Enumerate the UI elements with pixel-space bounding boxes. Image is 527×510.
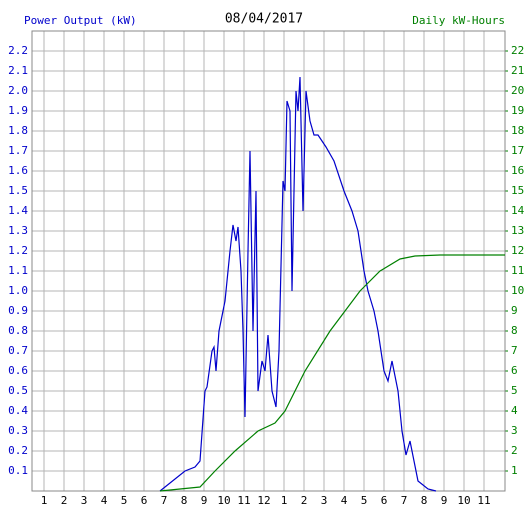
x-tick-label: 6 — [141, 494, 148, 507]
y-tick-label: 1.2 — [8, 244, 28, 257]
y2-tick-label: 2 — [511, 444, 518, 457]
x-tick-label: 6 — [381, 494, 388, 507]
y-tick-label: 0.2 — [8, 444, 28, 457]
x-tick-label: 3 — [81, 494, 88, 507]
y2-tick-label: 1 — [511, 464, 518, 477]
x-tick-label: 9 — [201, 494, 208, 507]
series-line — [159, 254, 505, 492]
y2-tick-label: 11 — [511, 264, 524, 277]
x-tick-label: 2 — [301, 494, 308, 507]
y-tick-label: 2.2 — [8, 44, 28, 57]
x-tick-label: 8 — [181, 494, 188, 507]
y-tick-label: 0.8 — [8, 324, 28, 337]
x-tick-label: 7 — [161, 494, 168, 507]
y-tick-label: 0.1 — [8, 464, 28, 477]
y2-tick-label: 21 — [511, 64, 524, 77]
y-tick-label: 2.1 — [8, 64, 28, 77]
y2-tick-label: 17 — [511, 144, 524, 157]
y-tick-label: 1.7 — [8, 144, 28, 157]
x-tick-label: 8 — [421, 494, 428, 507]
x-tick-label: 4 — [341, 494, 348, 507]
y2-tick-label: 18 — [511, 124, 524, 137]
x-tick-label: 10 — [457, 494, 470, 507]
y2-axis-title: Daily kW-Hours — [412, 14, 505, 27]
y-tick-label: 1.0 — [8, 284, 28, 297]
y2-tick-label: 5 — [511, 384, 518, 397]
series-line — [159, 76, 437, 492]
x-tick-label: 2 — [61, 494, 68, 507]
y2-tick-label: 9 — [511, 304, 518, 317]
x-tick-label: 1 — [281, 494, 288, 507]
y2-tick-label: 8 — [511, 324, 518, 337]
y-tick-label: 1.6 — [8, 164, 28, 177]
y2-tick-label: 20 — [511, 84, 524, 97]
y2-tick-label: 4 — [511, 404, 518, 417]
y-tick-label: 1.3 — [8, 224, 28, 237]
y2-tick-label: 19 — [511, 104, 524, 117]
y2-tick-label: 12 — [511, 244, 524, 257]
y2-tick-label: 14 — [511, 204, 525, 217]
y-tick-label: 0.3 — [8, 424, 28, 437]
y-tick-label: 0.9 — [8, 304, 28, 317]
y-axis-title: Power Output (kW) — [24, 14, 137, 27]
x-tick-label: 10 — [217, 494, 230, 507]
y2-tick-label: 6 — [511, 364, 518, 377]
x-tick-label: 7 — [401, 494, 408, 507]
y2-tick-label: 13 — [511, 224, 524, 237]
y-tick-label: 0.7 — [8, 344, 28, 357]
x-tick-label: 3 — [321, 494, 328, 507]
y-tick-label: 1.1 — [8, 264, 28, 277]
plot-border — [31, 30, 506, 492]
x-tick-label: 4 — [101, 494, 108, 507]
x-tick-label: 12 — [257, 494, 270, 507]
y2-tick-label: 7 — [511, 344, 518, 357]
y2-tick-label: 3 — [511, 424, 518, 437]
y-tick-label: 0.5 — [8, 384, 28, 397]
y-tick-label: 1.4 — [8, 204, 28, 217]
y-tick-label: 1.8 — [8, 124, 28, 137]
x-tick-label: 11 — [477, 494, 490, 507]
y-tick-label: 2.0 — [8, 84, 28, 97]
x-tick-label: 9 — [441, 494, 448, 507]
x-tick-label: 5 — [121, 494, 128, 507]
x-tick-label: 5 — [361, 494, 368, 507]
y2-tick-label: 10 — [511, 284, 524, 297]
y2-tick-label: 15 — [511, 184, 524, 197]
y-tick-label: 0.4 — [8, 404, 28, 417]
y-tick-label: 1.5 — [8, 184, 28, 197]
y2-tick-label: 22 — [511, 44, 524, 57]
y-tick-label: 0.6 — [8, 364, 28, 377]
x-tick-label: 11 — [237, 494, 250, 507]
y-tick-label: 1.9 — [8, 104, 28, 117]
chart-title: 08/04/2017 — [225, 12, 303, 27]
x-tick-label: 1 — [41, 494, 48, 507]
y2-tick-label: 16 — [511, 164, 524, 177]
